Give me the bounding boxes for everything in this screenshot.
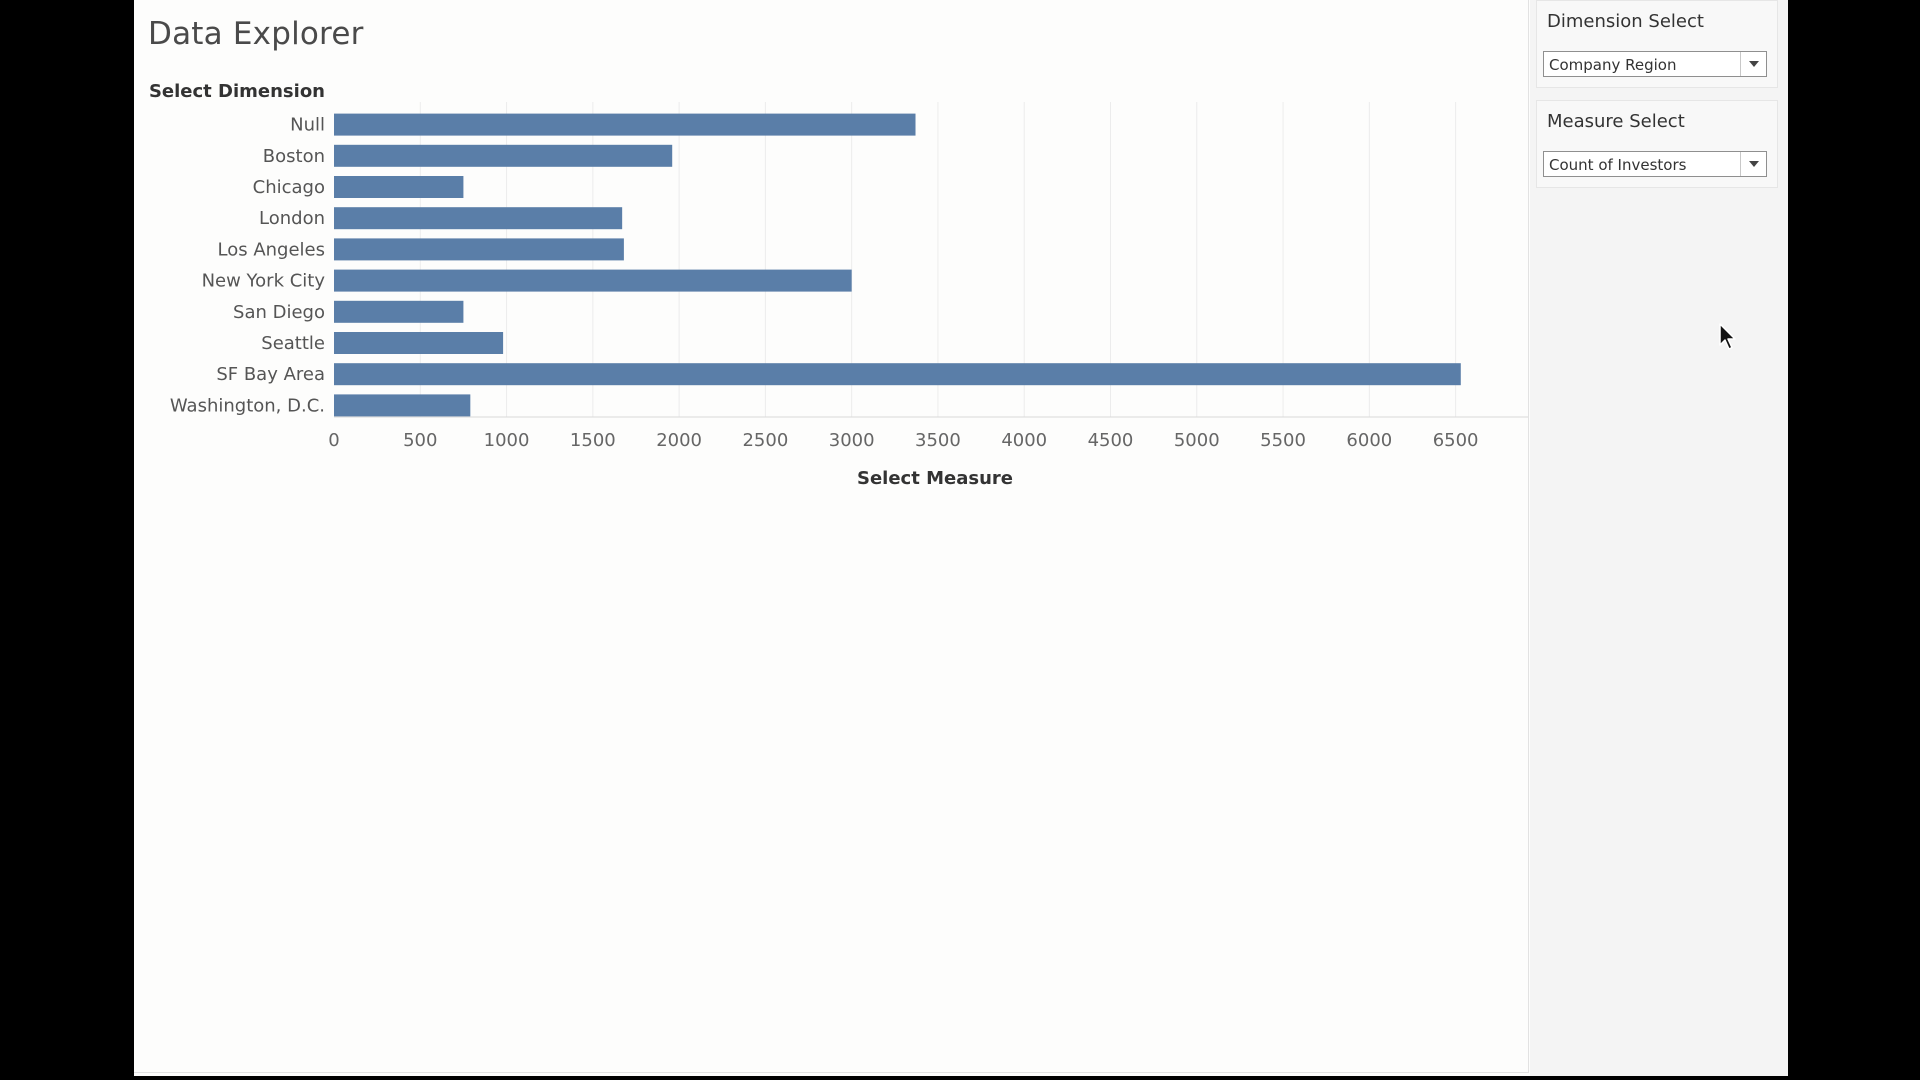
x-tick-label: 0 — [328, 430, 339, 451]
chevron-down-icon[interactable] — [1740, 52, 1766, 76]
x-tick-label: 4500 — [1088, 430, 1134, 451]
bar-null[interactable] — [334, 113, 916, 136]
x-tick-label: 3500 — [915, 430, 961, 451]
x-tick-label: 5500 — [1260, 430, 1306, 451]
category-label: SF Bay Area — [216, 364, 325, 385]
x-axis-title: Select Measure — [857, 468, 1013, 489]
x-tick-label: 6000 — [1346, 430, 1392, 451]
chart-bars — [334, 113, 1461, 417]
dimension-dropdown[interactable]: Company Region — [1543, 51, 1767, 77]
chevron-down-icon[interactable] — [1740, 152, 1766, 176]
bar-boston[interactable] — [334, 144, 673, 167]
category-label: Boston — [263, 146, 325, 167]
x-tick-label: 4000 — [1001, 430, 1047, 451]
bar-chart: Null Boston Chicago London Los Angeles New Yo… — [149, 81, 1528, 489]
category-label: Los Angeles — [218, 239, 326, 260]
x-tick-label: 2000 — [656, 430, 702, 451]
category-label: New York City — [202, 271, 326, 292]
bar-chicago[interactable] — [334, 176, 464, 198]
bar-sf-bay-area[interactable] — [334, 363, 1461, 386]
bar-seattle[interactable] — [334, 332, 504, 354]
x-tick-label: 1500 — [570, 430, 616, 451]
filter-sidebar: Dimension Select Company Region Measure … — [1530, 0, 1788, 1076]
main-area: Data Explorer Null Boston Chicago London Los… — [134, 0, 1529, 1073]
category-label: San Diego — [233, 302, 325, 323]
x-tick-label: 6500 — [1433, 430, 1479, 451]
category-label: Seattle — [261, 333, 325, 354]
x-tick-label: 1000 — [484, 430, 530, 451]
category-label: Chicago — [253, 177, 325, 198]
measure-dropdown-value: Count of Investors — [1549, 156, 1687, 174]
dashboard-title: Data Explorer — [148, 16, 364, 52]
chart-category-labels: Null Boston Chicago London Los Angeles New Yo… — [170, 115, 325, 417]
measure-dropdown[interactable]: Count of Investors — [1543, 151, 1767, 177]
dimension-dropdown-value: Company Region — [1549, 56, 1677, 74]
bar-los-angeles[interactable] — [334, 238, 624, 261]
chart-x-ticks: 0 500 1000 1500 2000 2500 3000 3500 4000 4500 5000… — [328, 430, 1478, 451]
bar-london[interactable] — [334, 207, 623, 230]
category-label: Null — [290, 115, 325, 136]
x-tick-label: 5000 — [1174, 430, 1220, 451]
category-label: London — [259, 208, 325, 229]
mouse-pointer-icon — [1719, 323, 1736, 350]
x-tick-label: 2500 — [742, 430, 788, 451]
bar-san-diego[interactable] — [334, 300, 464, 323]
y-axis-title: Select Dimension — [149, 81, 325, 102]
dimension-filter-title: Dimension Select — [1547, 11, 1704, 32]
bar-new-york-city[interactable] — [334, 269, 852, 292]
x-tick-label: 500 — [403, 430, 437, 451]
measure-filter-card: Measure Select Count of Investors — [1536, 100, 1778, 188]
measure-filter-title: Measure Select — [1547, 111, 1685, 132]
dashboard-canvas: Data Explorer Null Boston Chicago London Los… — [134, 0, 1788, 1076]
bar-washington-d-c[interactable] — [334, 394, 471, 417]
dimension-filter-card: Dimension Select Company Region — [1536, 0, 1778, 88]
x-tick-label: 3000 — [829, 430, 875, 451]
category-label: Washington, D.C. — [170, 395, 325, 416]
